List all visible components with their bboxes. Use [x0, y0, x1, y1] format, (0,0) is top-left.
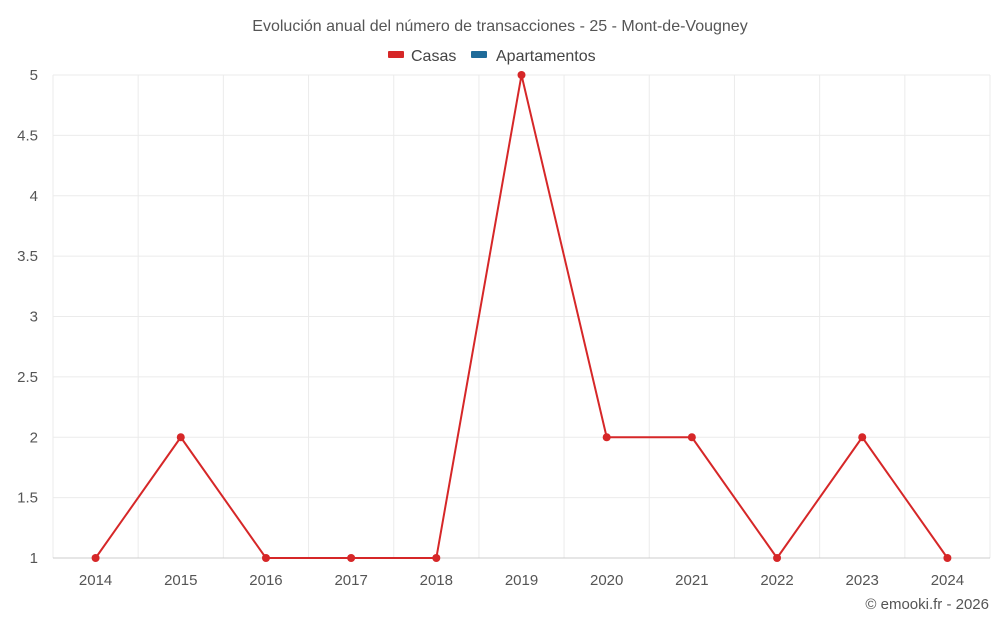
data-point-casas[interactable]	[773, 554, 782, 562]
data-point-casas[interactable]	[432, 554, 441, 562]
data-point-casas[interactable]	[602, 433, 611, 442]
x-axis-labels: 2014 2015 2016 2017 2018 2019 2020 2021 2022 2023…	[79, 572, 964, 589]
x-tick-label: 2024	[931, 572, 964, 589]
y-tick-label: 3	[30, 309, 38, 326]
x-tick-label: 2015	[164, 572, 197, 589]
x-tick-label: 2019	[505, 572, 538, 589]
x-tick-label: 2022	[760, 572, 793, 589]
legend[interactable]: Casas Apartamentos	[388, 48, 596, 65]
y-tick-label: 3.5	[17, 248, 38, 265]
data-point-casas[interactable]	[261, 554, 270, 562]
data-point-casas[interactable]	[91, 554, 100, 562]
y-tick-label: 1.5	[17, 490, 38, 507]
data-point-casas[interactable]	[176, 433, 185, 442]
x-tick-label: 2014	[79, 572, 112, 589]
data-point-casas[interactable]	[943, 554, 952, 562]
credit-text: © emooki.fr - 2026	[865, 596, 989, 613]
data-point-casas[interactable]	[517, 71, 526, 79]
series-layer	[91, 71, 952, 562]
chart-title: Evolución anual del número de transaccio…	[252, 18, 747, 35]
data-point-casas[interactable]	[687, 433, 696, 442]
y-axis-labels: 1 1.5 2 2.5 3 3.5 4 4.5 5	[17, 67, 38, 567]
legend-swatch-apartamentos	[471, 51, 487, 58]
legend-label-casas: Casas	[411, 48, 456, 65]
x-tick-label: 2020	[590, 572, 623, 589]
data-point-casas[interactable]	[858, 433, 867, 442]
legend-swatch-casas	[388, 51, 404, 58]
gridlines	[52, 74, 991, 558]
x-tick-label: 2023	[846, 572, 879, 589]
x-tick-label: 2021	[675, 572, 708, 589]
y-tick-label: 2	[30, 429, 38, 446]
data-point-casas[interactable]	[347, 554, 356, 562]
y-tick-label: 4.5	[17, 127, 38, 144]
legend-item-apartamentos[interactable]: Apartamentos	[471, 48, 596, 65]
y-tick-label: 4	[30, 188, 38, 205]
legend-item-casas[interactable]: Casas	[388, 48, 456, 65]
x-tick-label: 2017	[334, 572, 367, 589]
x-tick-label: 2016	[249, 572, 282, 589]
legend-label-apartamentos: Apartamentos	[496, 48, 596, 65]
y-tick-label: 1	[30, 550, 38, 567]
x-tick-label: 2018	[420, 572, 453, 589]
y-tick-label: 2.5	[17, 369, 38, 386]
y-tick-label: 5	[30, 67, 38, 84]
